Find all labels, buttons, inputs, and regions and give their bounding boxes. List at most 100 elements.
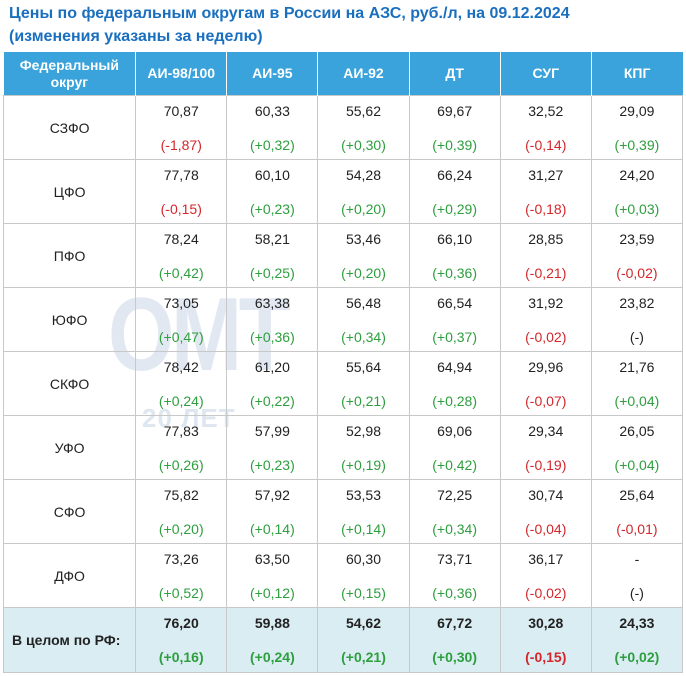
price-value: 77,78	[163, 166, 199, 183]
price-value: 28,85	[528, 230, 564, 247]
header-dt: ДТ	[409, 52, 501, 96]
price-cell-ai92: 53,53 (+0,14)	[317, 479, 410, 544]
price-change: (+0,39)	[614, 136, 660, 153]
price-cell-sug: 31,27 (-0,18)	[499, 159, 592, 224]
price-change: (+0,34)	[432, 520, 477, 537]
price-cell-ai95: 63,38 (+0,36)	[226, 287, 319, 352]
price-value: 29,96	[528, 358, 564, 375]
price-value: 56,48	[345, 294, 382, 311]
price-value: 64,94	[437, 358, 473, 375]
price-cell-ai92: 60,30 (+0,15)	[317, 543, 410, 608]
price-change: (+0,47)	[158, 328, 204, 345]
price-cell-sug: 31,92 (-0,02)	[499, 287, 592, 352]
price-cell-sug: 30,28 (-0,15)	[499, 607, 592, 673]
table-row: ДФО 73,26 (+0,52) 63,50 (+0,12) 60,30 (+0,15) 7…	[2, 543, 684, 608]
price-value: 24,33	[619, 615, 655, 631]
price-change: (+0,04)	[614, 456, 660, 473]
price-change: (-0,15)	[160, 200, 202, 217]
price-cell-dt: 67,72 (+0,30)	[408, 607, 501, 673]
price-change: (+0,24)	[250, 649, 295, 665]
price-value: 61,20	[254, 358, 290, 375]
price-cell-ai98: 77,78 (-0,15)	[135, 159, 228, 224]
total-row: В целом по РФ: 76,20 (+0,16) 59,88 (+0,24) 54…	[2, 607, 684, 673]
price-value: 25,64	[619, 486, 655, 503]
price-value: 75,82	[163, 486, 199, 503]
price-cell-sug: 30,74 (-0,04)	[499, 479, 592, 544]
header-ai98: АИ-98/100	[135, 52, 228, 96]
price-value: 21,76	[619, 358, 655, 375]
price-cell-ai98: 78,42 (+0,24)	[135, 351, 228, 416]
price-change: (+0,15)	[341, 584, 386, 601]
price-value: 73,05	[163, 294, 199, 311]
price-value: 31,92	[528, 294, 564, 311]
price-cell-ai95: 57,92 (+0,14)	[226, 479, 319, 544]
price-change: (-0,02)	[525, 328, 567, 345]
price-value: -	[634, 550, 640, 567]
price-change: (+0,23)	[250, 200, 295, 217]
price-value: 73,71	[437, 550, 473, 567]
header-kpg: КПГ	[591, 52, 683, 96]
price-cell-sug: 36,17 (-0,02)	[499, 543, 592, 608]
price-change: (-0,07)	[525, 392, 567, 409]
price-cell-ai95: 60,33 (+0,32)	[226, 95, 319, 160]
table-row: УФО 77,83 (+0,26) 57,99 (+0,23) 52,98 (+0,19) 6…	[2, 415, 684, 480]
price-cell-ai98: 78,24 (+0,42)	[135, 223, 228, 288]
price-value: 60,33	[254, 102, 290, 119]
price-cell-ai92: 56,48 (+0,34)	[317, 287, 410, 352]
price-change: (+0,30)	[432, 649, 477, 665]
price-cell-ai92: 54,28 (+0,20)	[317, 159, 410, 224]
fuel-price-table: Федеральный округ АИ-98/100 АИ-95 АИ-92 …	[2, 52, 684, 673]
price-change: (+0,19)	[341, 456, 386, 473]
price-value: 69,67	[437, 102, 473, 119]
price-value: 52,98	[345, 422, 382, 439]
price-cell-kpg: 21,76 (+0,04)	[590, 351, 684, 416]
price-value: 55,64	[345, 358, 382, 375]
price-value: 60,30	[345, 550, 382, 567]
price-cell-dt: 66,10 (+0,36)	[408, 223, 501, 288]
price-value: 54,62	[345, 615, 382, 631]
price-value: 29,09	[619, 102, 655, 119]
price-value: 59,88	[254, 615, 290, 631]
price-cell-ai92: 55,62 (+0,30)	[317, 95, 410, 160]
price-value: 66,24	[437, 166, 473, 183]
price-value: 29,34	[528, 422, 564, 439]
price-cell-kpg: 24,33 (+0,02)	[590, 607, 684, 673]
price-change: (-0,14)	[525, 136, 567, 153]
region-name: В целом по РФ:	[2, 607, 137, 673]
price-cell-sug: 28,85 (-0,21)	[499, 223, 592, 288]
price-value: 53,46	[345, 230, 382, 247]
header-sug: СУГ	[500, 52, 592, 96]
price-change: (-0,04)	[525, 520, 567, 537]
price-change: (-)	[629, 328, 644, 345]
price-value: 30,74	[528, 486, 564, 503]
price-cell-sug: 29,96 (-0,07)	[499, 351, 592, 416]
region-name: СЗФО	[2, 95, 137, 160]
price-change: (+0,42)	[432, 456, 477, 473]
price-cell-ai92: 52,98 (+0,19)	[317, 415, 410, 480]
price-change: (+0,36)	[432, 264, 477, 281]
price-value: 31,27	[528, 166, 564, 183]
price-cell-dt: 69,06 (+0,42)	[408, 415, 501, 480]
price-value: 70,87	[163, 102, 199, 119]
price-change: (+0,02)	[614, 649, 660, 665]
price-value: 57,92	[254, 486, 290, 503]
price-change: (+0,14)	[250, 520, 295, 537]
price-change: (+0,36)	[432, 584, 477, 601]
region-name: УФО	[2, 415, 137, 480]
price-change: (+0,42)	[158, 264, 204, 281]
table-row: ПФО 78,24 (+0,42) 58,21 (+0,25) 53,46 (+0,20) 6…	[2, 223, 684, 288]
price-cell-ai95: 63,50 (+0,12)	[226, 543, 319, 608]
region-name: ЦФО	[2, 159, 137, 224]
price-change: (+0,28)	[432, 392, 477, 409]
price-change: (+0,23)	[250, 456, 295, 473]
price-cell-ai98: 76,20 (+0,16)	[135, 607, 228, 673]
price-cell-ai98: 73,26 (+0,52)	[135, 543, 228, 608]
price-value: 58,21	[254, 230, 290, 247]
price-cell-kpg: 24,20 (+0,03)	[590, 159, 684, 224]
price-value: 67,72	[437, 615, 473, 631]
price-cell-kpg: 26,05 (+0,04)	[590, 415, 684, 480]
region-name: СФО	[2, 479, 137, 544]
table-row: СФО 75,82 (+0,20) 57,92 (+0,14) 53,53 (+0,14) 7…	[2, 479, 684, 544]
price-change: (+0,36)	[250, 328, 295, 345]
price-change: (+0,30)	[341, 136, 386, 153]
